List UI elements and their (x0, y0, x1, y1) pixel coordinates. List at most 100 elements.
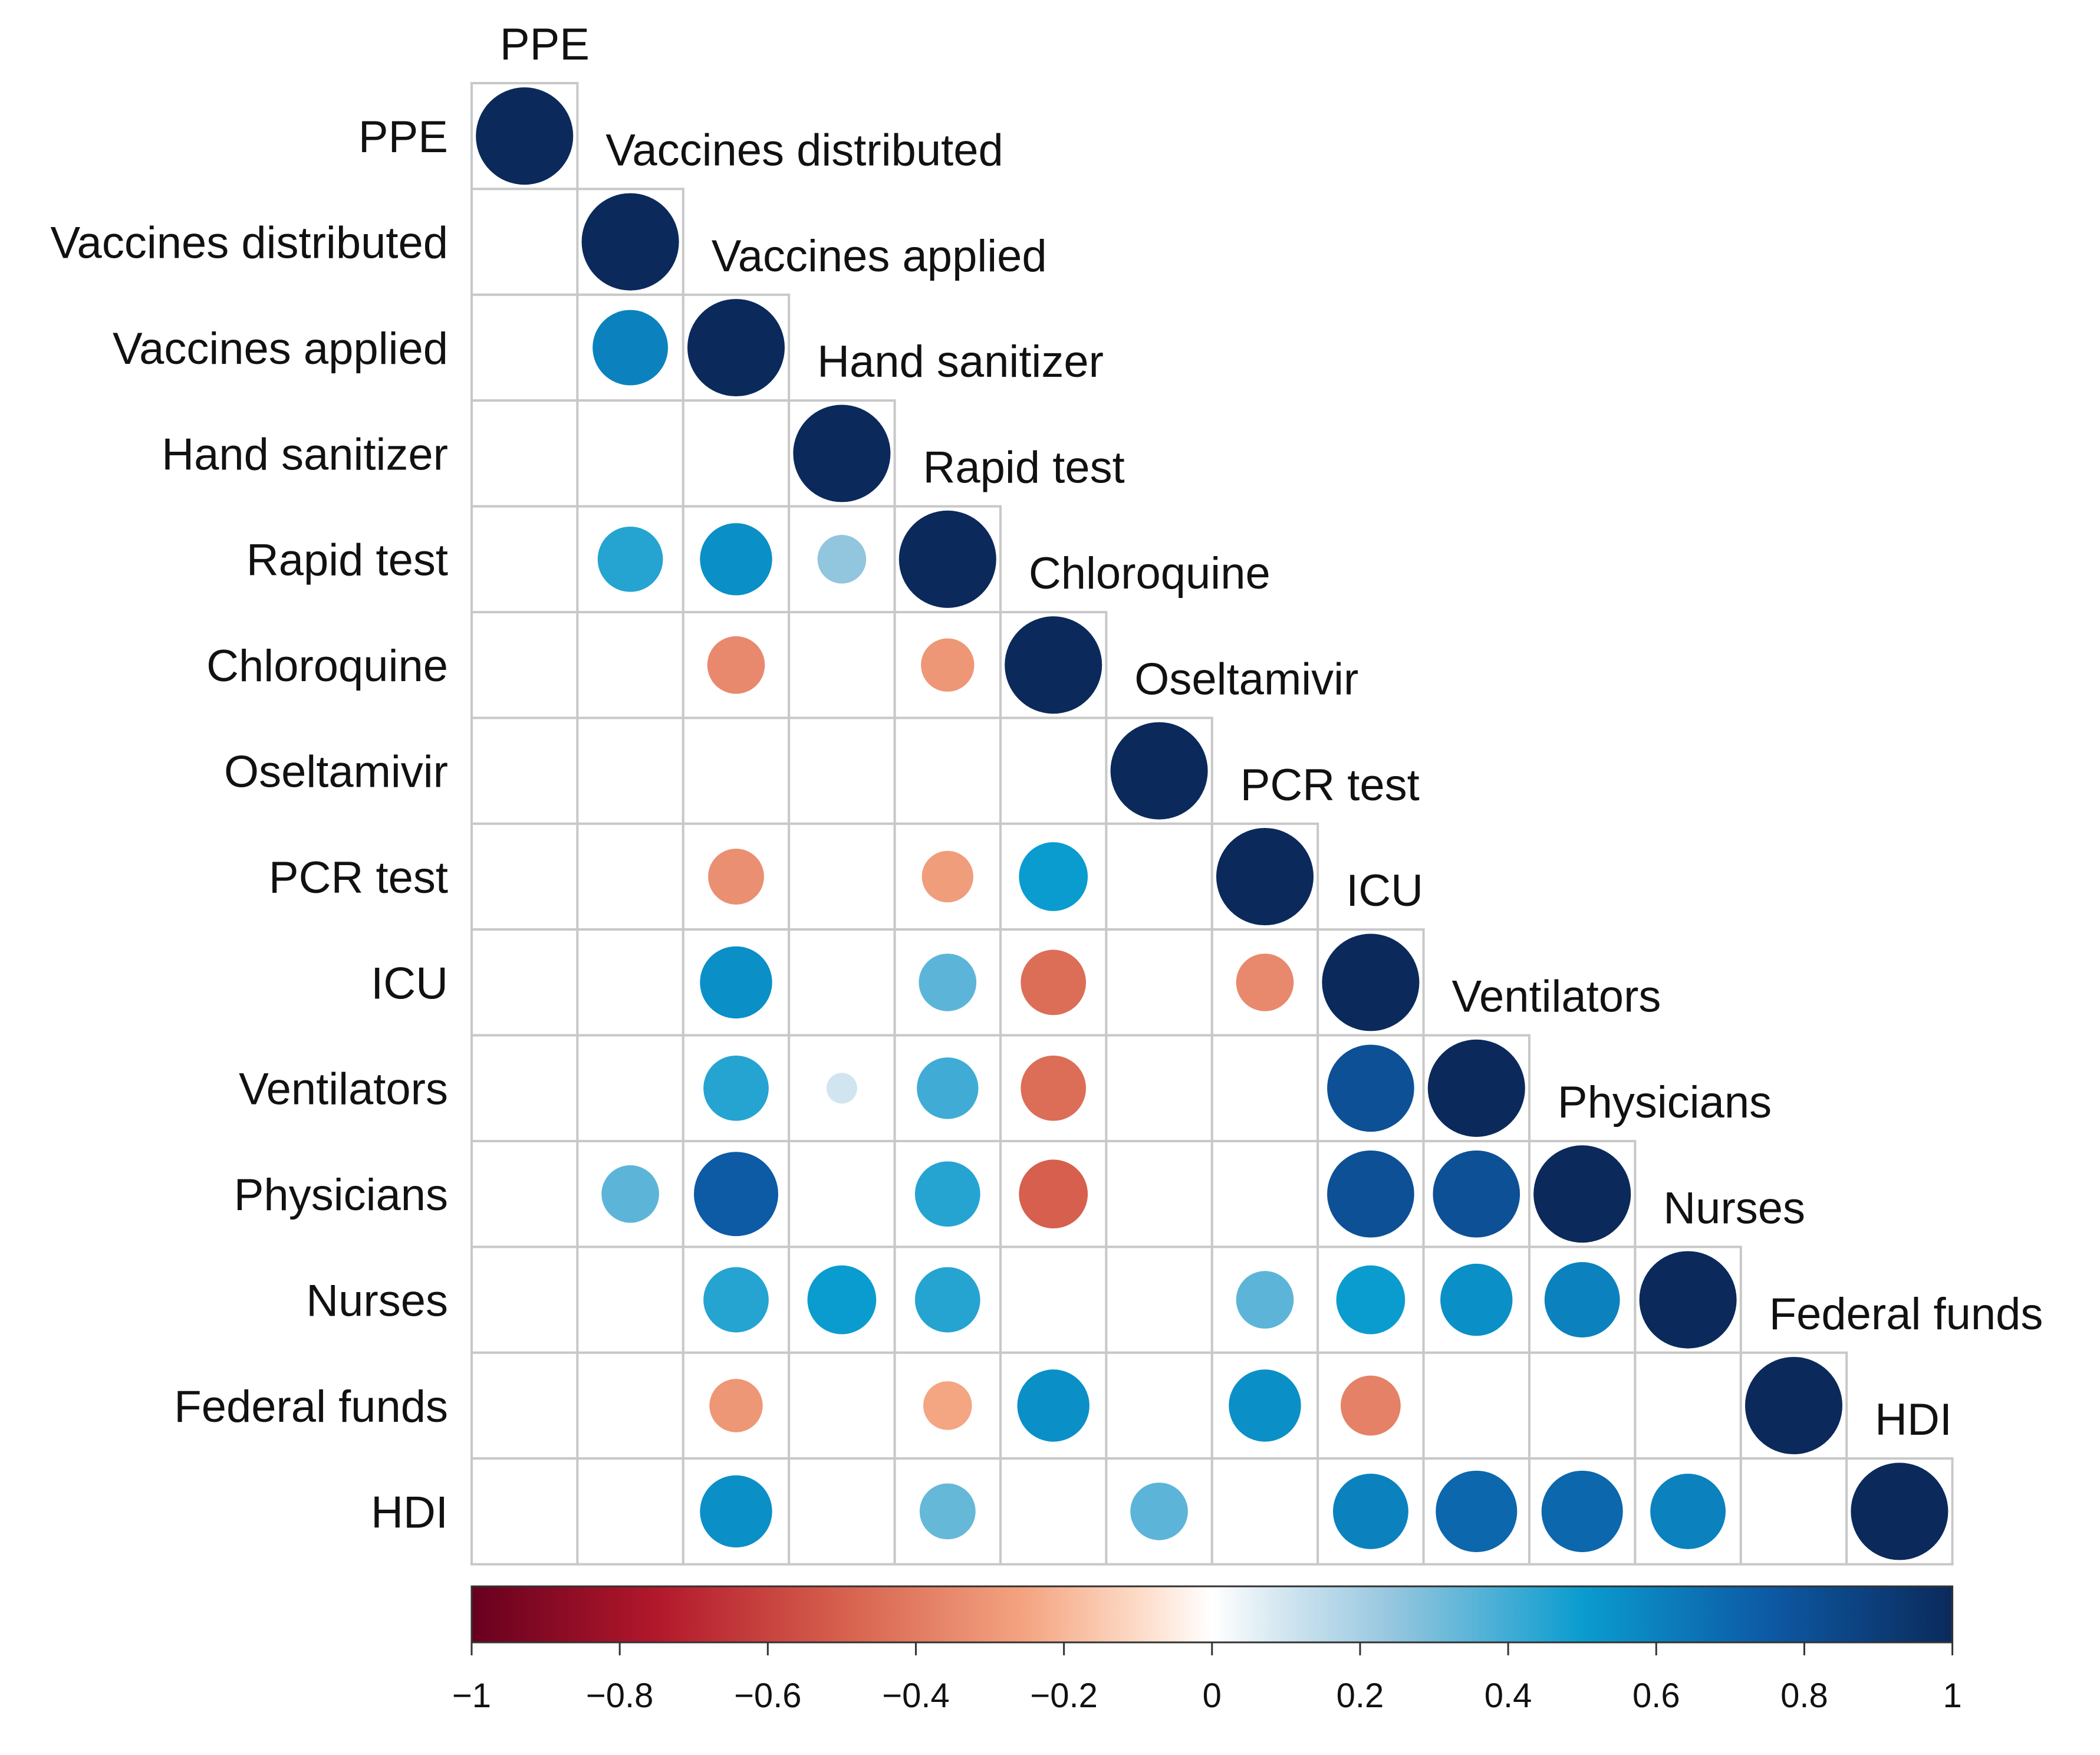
cell-icu-ppe (470, 928, 579, 1037)
cell-hdi-vaccines-distributed (576, 1457, 684, 1566)
cell-hdi-ppe (470, 1457, 579, 1566)
cell-ventilators-vaccines-distributed (576, 1034, 684, 1142)
corr-circle-pcr-test-pcr-test (1216, 827, 1314, 926)
cell-federal-funds-vaccines-distributed (576, 1351, 684, 1460)
cell-federal-funds-ventilators (1422, 1351, 1531, 1460)
row-label-ventilators: Ventilators (239, 1064, 448, 1115)
col-label-hand-sanitizer: Hand sanitizer (817, 337, 1104, 387)
corr-circle-nurses-icu (1336, 1265, 1406, 1335)
corr-circle-rapid-test-hand-sanitizer (817, 535, 867, 584)
corr-circle-hdi-hdi (1851, 1462, 1948, 1560)
corr-circle-pcr-test-chloroquine (1019, 842, 1088, 911)
cell-hdi-chloroquine (999, 1457, 1108, 1566)
cell-icu-vaccines-distributed (576, 928, 684, 1037)
col-label-vaccines-applied: Vaccines applied (712, 231, 1047, 281)
colorbar-tick-label: −1 (452, 1677, 491, 1715)
col-label-rapid-test: Rapid test (923, 443, 1125, 493)
corr-circle-federal-funds-vaccines-applied (709, 1379, 763, 1432)
col-label-physicians: Physicians (1558, 1077, 1772, 1128)
colorbar-tick-label: −0.6 (734, 1677, 802, 1715)
corr-circle-chloroquine-rapid-test (921, 638, 975, 692)
corr-circle-physicians-vaccines-applied (694, 1152, 778, 1237)
corr-circle-hdi-ventilators (1436, 1470, 1518, 1552)
cell-federal-funds-physicians (1528, 1351, 1637, 1460)
corr-circle-chloroquine-vaccines-applied (707, 636, 765, 694)
corr-circle-nurses-rapid-test (914, 1267, 980, 1333)
col-label-federal-funds: Federal funds (1769, 1289, 2043, 1339)
corr-circle-hdi-nurses (1650, 1473, 1726, 1549)
col-label-ppe: PPE (500, 19, 590, 70)
cell-oseltamivir-rapid-test (893, 717, 1002, 825)
cell-federal-funds-nurses (1634, 1351, 1742, 1460)
corr-circle-physicians-ventilators (1433, 1150, 1520, 1238)
corr-circle-federal-funds-pcr-test (1229, 1369, 1301, 1442)
cell-pcr-test-ppe (470, 822, 579, 931)
row-label-ppe: PPE (358, 112, 448, 162)
cell-physicians-oseltamivir (1105, 1140, 1213, 1248)
colorbar-tick-label: 0.4 (1485, 1677, 1532, 1715)
corr-circle-physicians-vaccines-distributed (601, 1165, 659, 1223)
corr-circle-hdi-physicians (1541, 1470, 1623, 1552)
corr-circle-federal-funds-chloroquine (1017, 1369, 1090, 1442)
row-label-physicians: Physicians (234, 1170, 448, 1220)
cell-hdi-federal-funds (1739, 1457, 1848, 1566)
corr-circle-physicians-physicians (1533, 1145, 1631, 1243)
row-label-federal-funds: Federal funds (174, 1382, 448, 1432)
colorbar-tick-label: 0.2 (1337, 1677, 1384, 1715)
cell-nurses-vaccines-distributed (576, 1245, 684, 1354)
row-label-pcr-test: PCR test (269, 853, 448, 903)
cell-nurses-pcr-test (1210, 1245, 1319, 1354)
corr-circle-hdi-rapid-test (919, 1483, 976, 1540)
cell-pcr-test-vaccines-applied (682, 822, 791, 931)
corr-circle-icu-vaccines-applied (700, 946, 772, 1019)
corr-circle-icu-rapid-test (919, 954, 977, 1011)
corr-circle-rapid-test-vaccines-applied (700, 523, 772, 596)
cell-nurses-chloroquine (999, 1245, 1108, 1354)
col-label-pcr-test: PCR test (1240, 760, 1420, 810)
cell-ventilators-ppe (470, 1034, 579, 1142)
row-label-oseltamivir: Oseltamivir (224, 747, 448, 797)
cell-icu-hand-sanitizer (788, 928, 896, 1037)
cell-federal-funds-ppe (470, 1351, 579, 1460)
row-label-rapid-test: Rapid test (246, 535, 448, 586)
cell-hdi-pcr-test (1210, 1457, 1319, 1566)
cell-federal-funds-oseltamivir (1105, 1351, 1213, 1460)
corr-circle-ventilators-hand-sanitizer (826, 1073, 857, 1104)
corr-circle-rapid-test-vaccines-distributed (597, 526, 663, 592)
corr-circle-federal-funds-federal-funds (1744, 1356, 1843, 1455)
cell-hand-sanitizer-vaccines-distributed (576, 399, 684, 508)
col-label-chloroquine: Chloroquine (1029, 548, 1270, 599)
cell-oseltamivir-ppe (470, 717, 579, 825)
col-label-ventilators: Ventilators (1452, 972, 1661, 1022)
row-label-layer: PPE Vaccines distributed Vaccines applied H… (51, 112, 449, 1537)
col-label-hdi: HDI (1875, 1395, 1952, 1445)
corr-circle-ventilators-icu (1327, 1044, 1414, 1132)
colorbar-tick-label: −0.8 (586, 1677, 654, 1715)
corr-circle-icu-icu (1322, 934, 1420, 1031)
cell-rapid-test-hand-sanitizer (788, 505, 896, 613)
colorbar-gradient (470, 1585, 1954, 1644)
cell-pcr-test-oseltamivir (1105, 822, 1213, 931)
corr-circle-hdi-vaccines-applied (700, 1475, 772, 1548)
col-label-layer: PPE Vaccines distributed Vaccines applied H… (500, 19, 2043, 1445)
corr-circle-ventilators-rapid-test (917, 1057, 979, 1119)
corr-circle-federal-funds-rapid-test (923, 1381, 972, 1430)
corr-circle-icu-chloroquine (1021, 949, 1087, 1015)
corr-circle-nurses-pcr-test (1236, 1271, 1294, 1329)
corr-circle-chloroquine-chloroquine (1005, 616, 1102, 714)
row-label-vaccines-applied: Vaccines applied (113, 324, 448, 374)
col-label-vaccines-distributed: Vaccines distributed (605, 125, 1003, 175)
cell-federal-funds-hand-sanitizer (788, 1351, 896, 1460)
cell-vaccines-distributed-ppe (470, 188, 579, 296)
corr-circle-pcr-test-rapid-test (921, 850, 973, 903)
row-label-icu: ICU (371, 958, 448, 1008)
colorbar-tick-label: 0.8 (1780, 1677, 1828, 1715)
cell-ventilators-oseltamivir (1105, 1034, 1213, 1142)
grid-layer (470, 82, 1954, 1566)
cell-ventilators-pcr-test (1210, 1034, 1319, 1142)
corr-circle-vaccines-applied-vaccines-distributed (593, 310, 669, 386)
corr-circle-federal-funds-icu (1341, 1375, 1401, 1436)
cell-chloroquine-ppe (470, 611, 579, 719)
cell-vaccines-applied-ppe (470, 293, 579, 402)
